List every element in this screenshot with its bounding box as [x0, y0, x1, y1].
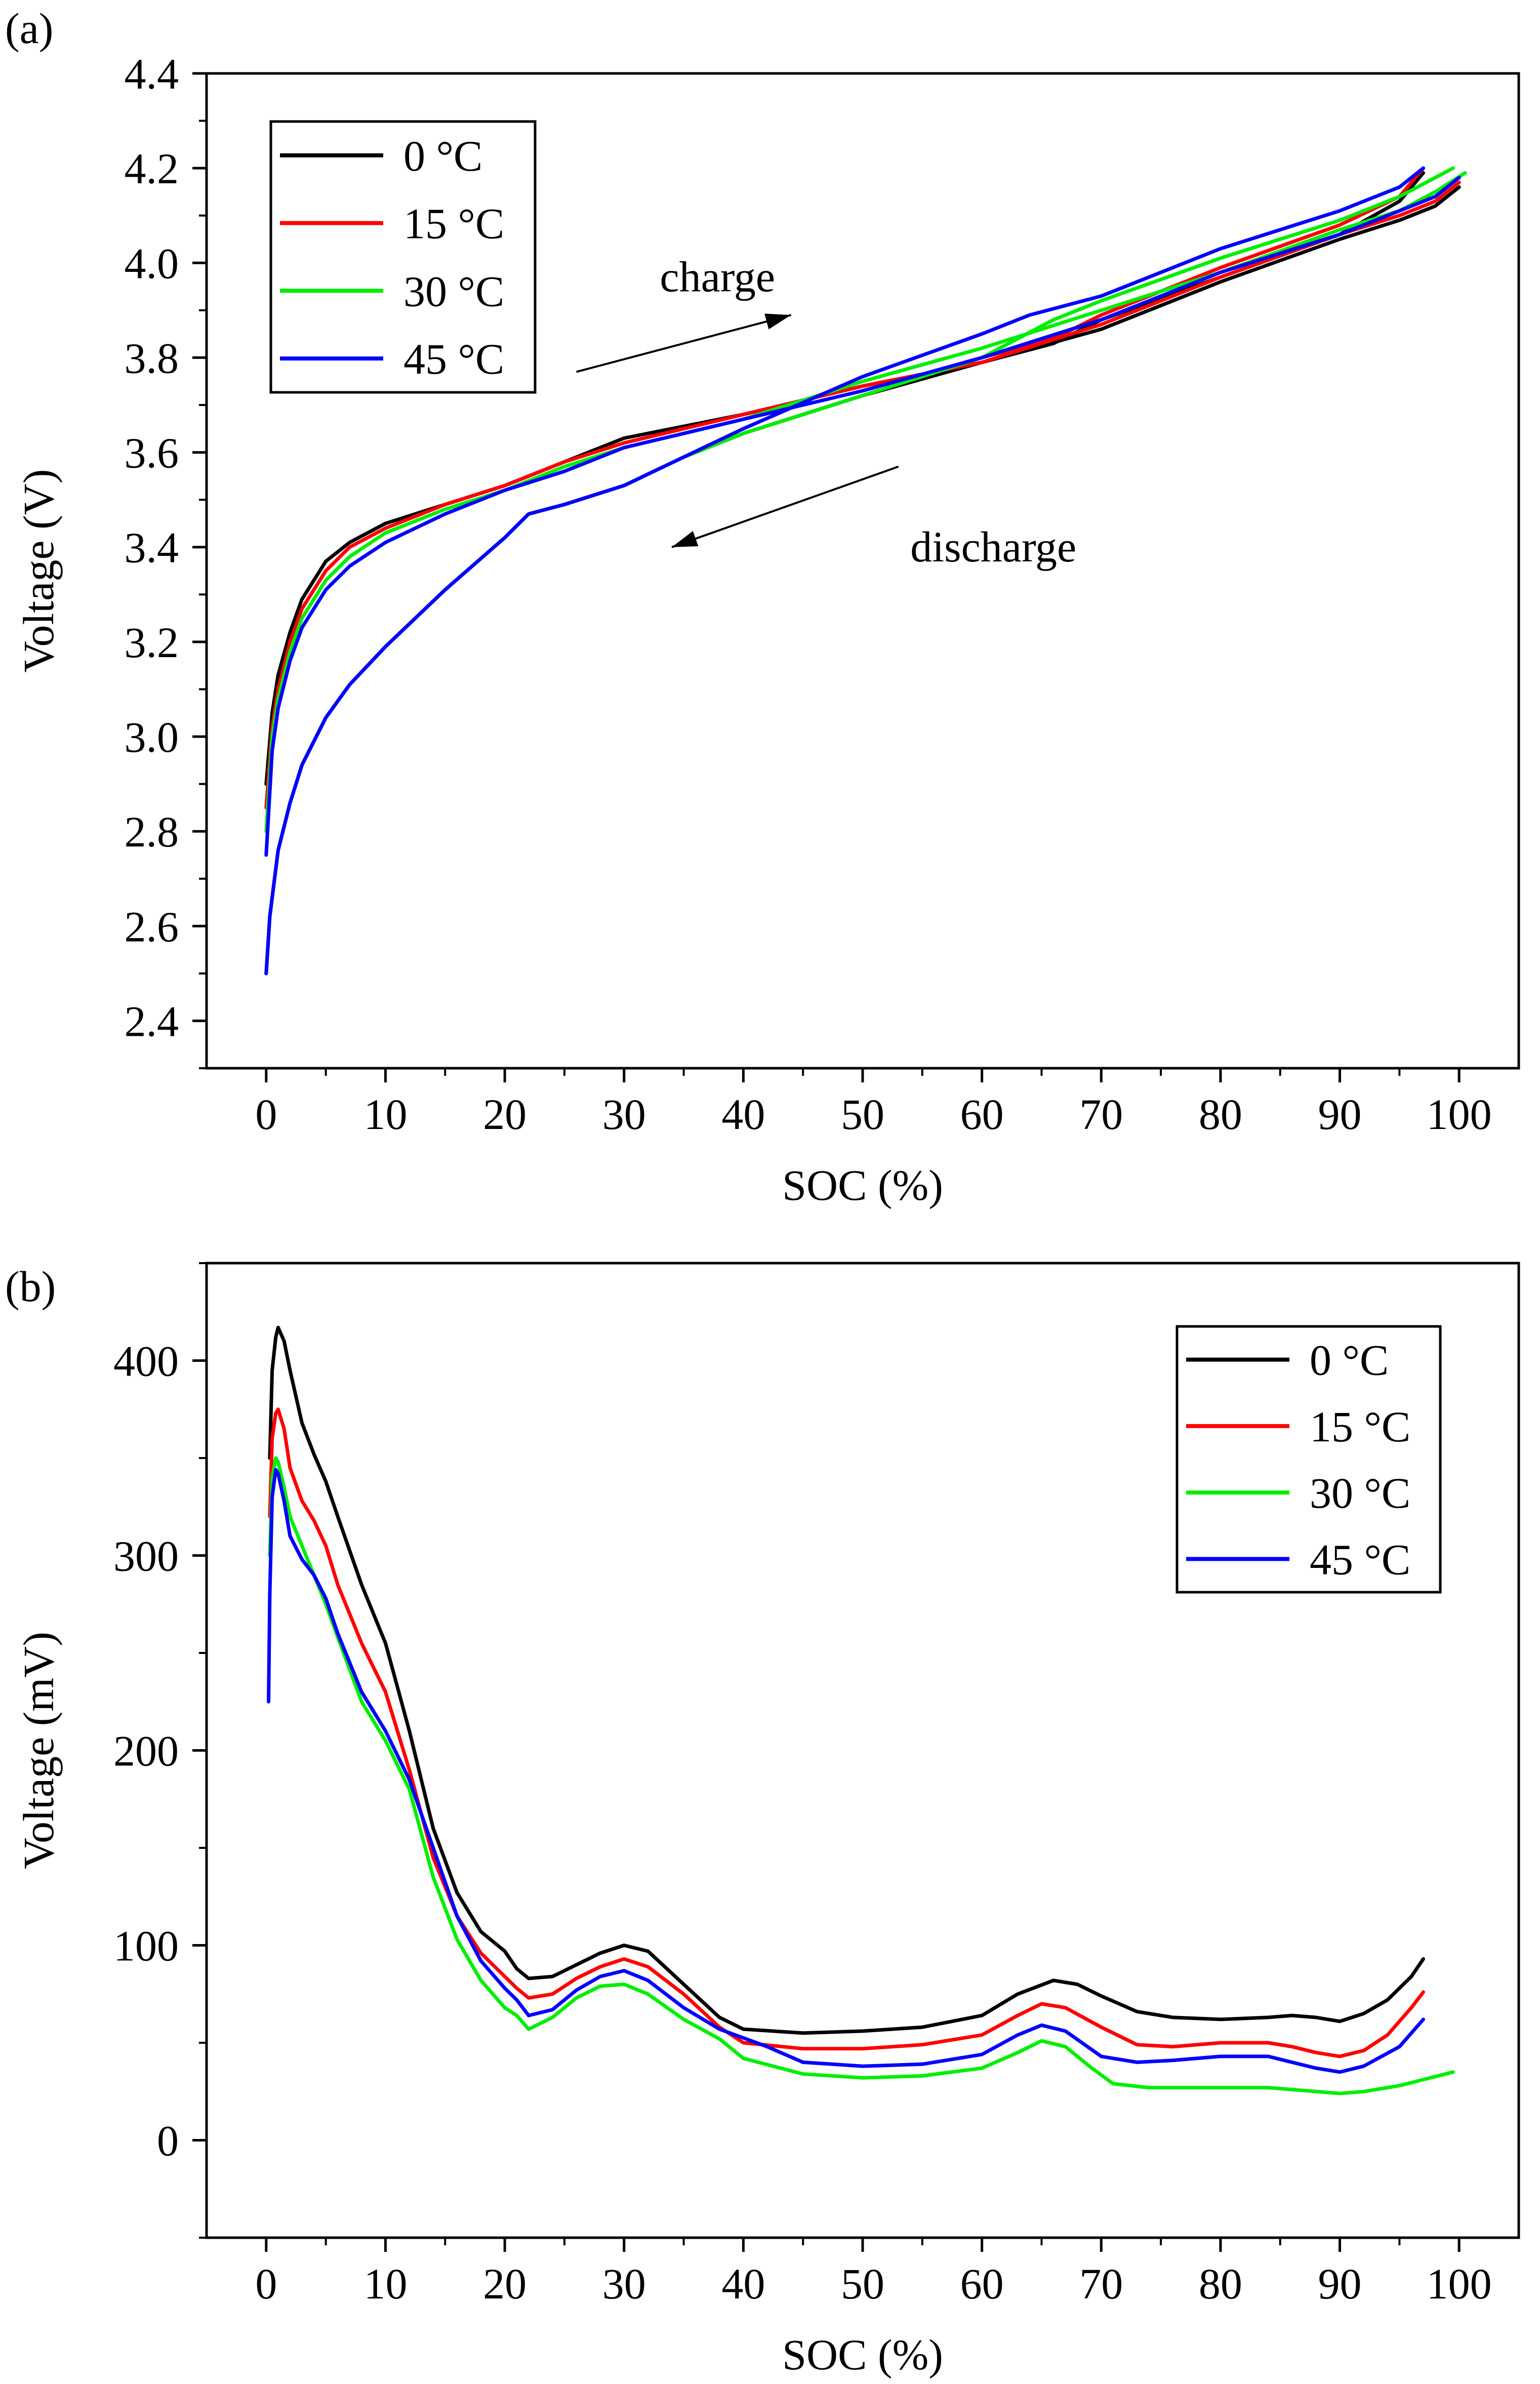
panel-b: (b) 0 10 20 30 40 50 60 70 80 90 100 0 100 200 300 400 SO…: [5, 1262, 1520, 2379]
legend-label: 30 °C: [1310, 1469, 1410, 1517]
series-line-discharge-3: [264, 166, 1425, 976]
legend-box: [269, 120, 537, 394]
x-tick-label: 0: [255, 2259, 277, 2308]
annotation-arrow-head: [764, 313, 791, 330]
panel-label: (b): [5, 1262, 56, 1311]
x-tick-label: 0: [255, 1090, 277, 1139]
x-tick-label: 10: [363, 2259, 407, 2308]
series-line-0: [268, 1325, 1425, 2035]
x-tick-label: 30: [602, 1090, 646, 1139]
series-line-3: [267, 1468, 1425, 2074]
y-tick-label: 300: [113, 1532, 179, 1581]
y-tick-label: 3.8: [125, 334, 179, 382]
legend-label: 15 °C: [1310, 1402, 1410, 1451]
x-tick-label: 20: [483, 2259, 526, 2308]
x-tick-label: 20: [483, 1090, 526, 1139]
x-axis-label: SOC (%): [782, 1161, 943, 1209]
y-tick-label: 2.6: [125, 902, 179, 951]
panel-label: (a): [5, 4, 53, 53]
x-tick-label: 70: [1079, 1090, 1123, 1139]
series-line-charge-3: [264, 176, 1461, 857]
x-tick-label: 40: [721, 1090, 765, 1139]
y-tick-label: 2.8: [125, 807, 179, 856]
y-tick-label: 3.2: [125, 618, 179, 667]
y-tick-label: 4.4: [125, 50, 179, 98]
annotation-arrow-line: [671, 465, 899, 548]
x-tick-label: 80: [1199, 1090, 1242, 1139]
legend-label: 0 °C: [1310, 1336, 1389, 1385]
y-tick-label: 2.4: [125, 997, 179, 1045]
x-tick-label: 80: [1199, 2259, 1242, 2308]
annotation-arrow-line: [576, 314, 792, 373]
legend-label: 30 °C: [403, 267, 504, 315]
legend-label: 45 °C: [1310, 1535, 1410, 1584]
x-tick-label: 100: [1427, 2259, 1492, 2308]
x-tick-label: 60: [960, 2259, 1004, 2308]
x-axis-label: SOC (%): [782, 2330, 943, 2379]
annotation-charge: charge: [660, 252, 775, 301]
legend-box: [1176, 1325, 1442, 1594]
annotation-arrow-head: [671, 531, 699, 547]
x-tick-label: 100: [1427, 1090, 1492, 1139]
x-tick-label: 90: [1318, 2259, 1362, 2308]
x-tick-label: 50: [841, 1090, 884, 1139]
legend-label: 45 °C: [403, 335, 504, 383]
y-tick-label: 200: [113, 1727, 179, 1775]
legend-label: 15 °C: [403, 199, 504, 248]
x-tick-label: 50: [841, 2259, 884, 2308]
y-tick-label: 4.2: [125, 144, 179, 193]
legend-label: 0 °C: [403, 132, 482, 180]
y-tick-label: 0: [157, 2117, 179, 2165]
series-line-1: [268, 1407, 1425, 2058]
y-tick-label: 100: [113, 1922, 179, 1970]
x-tick-label: 10: [363, 1090, 407, 1139]
panel-a: (a) 0 10 20 30 40 50 60 70 80 90 100 2.4 2.6 2.8 3.0 3.2…: [5, 4, 1520, 1209]
y-tick-label: 3.4: [125, 523, 179, 572]
y-tick-label: 3.6: [125, 429, 179, 477]
annotation-discharge: discharge: [910, 522, 1076, 571]
y-tick-label: 3.0: [125, 713, 179, 761]
y-tick-label: 400: [113, 1337, 179, 1386]
y-tick-label: 4.0: [125, 239, 179, 288]
x-tick-label: 40: [721, 2259, 765, 2308]
x-tick-label: 30: [602, 2259, 646, 2308]
x-tick-label: 60: [960, 1090, 1004, 1139]
y-axis-label: Voltage (mV): [14, 1632, 63, 1869]
y-axis-label: Voltage (V): [14, 469, 63, 672]
series-line-charge-2: [264, 171, 1467, 833]
x-tick-label: 70: [1079, 2259, 1123, 2308]
x-tick-label: 90: [1318, 1090, 1362, 1139]
